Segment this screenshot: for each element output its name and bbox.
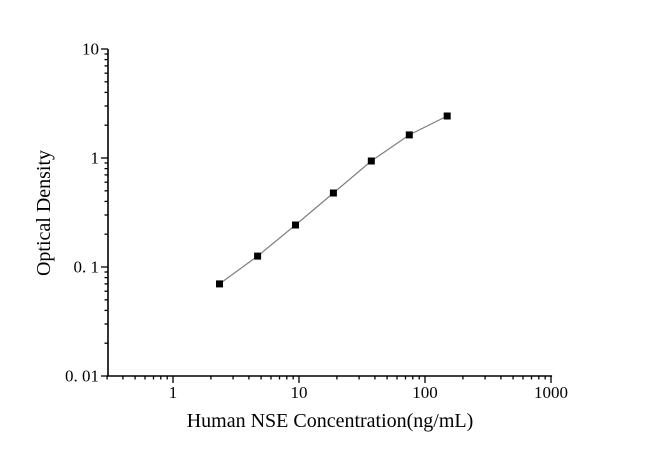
y-tick-label: 10 bbox=[82, 40, 99, 59]
data-point-marker bbox=[254, 252, 262, 260]
series-line bbox=[219, 115, 448, 285]
x-axis-title: Human NSE Concentration(ng/mL) bbox=[186, 410, 474, 432]
y-tick-label: 0. 1 bbox=[74, 258, 100, 277]
x-tick-label: 1 bbox=[169, 383, 178, 402]
x-tick-label: 1000 bbox=[534, 383, 568, 402]
data-point-marker bbox=[216, 280, 223, 288]
data-point-marker bbox=[292, 221, 299, 229]
data-point-marker bbox=[367, 157, 375, 165]
x-tick-label: 100 bbox=[412, 383, 438, 402]
data-point-marker bbox=[405, 131, 413, 139]
data-point-marker bbox=[443, 112, 451, 120]
data-point-marker bbox=[329, 189, 337, 197]
y-axis-title: Optical Density bbox=[33, 149, 55, 277]
y-tick-label: 0. 01 bbox=[65, 367, 99, 386]
y-tick-label: 1 bbox=[91, 149, 100, 168]
x-tick-label: 10 bbox=[291, 383, 308, 402]
